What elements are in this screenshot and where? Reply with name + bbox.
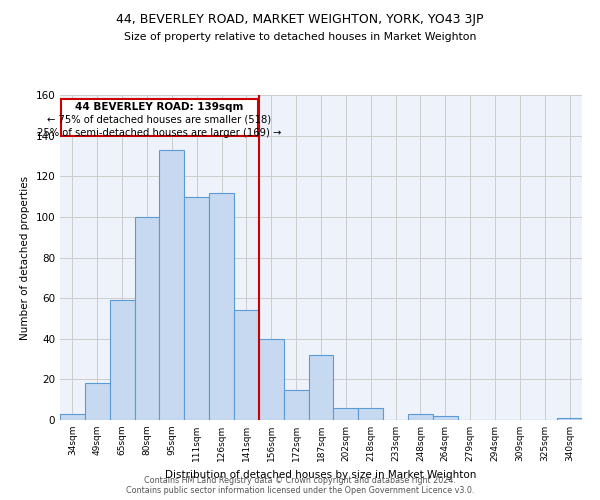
Bar <box>134 217 160 420</box>
Text: Size of property relative to detached houses in Market Weighton: Size of property relative to detached ho… <box>124 32 476 42</box>
Text: 44 BEVERLEY ROAD: 139sqm: 44 BEVERLEY ROAD: 139sqm <box>75 102 244 112</box>
Bar <box>358 408 383 420</box>
X-axis label: Distribution of detached houses by size in Market Weighton: Distribution of detached houses by size … <box>166 470 476 480</box>
Text: 25% of semi-detached houses are larger (169) →: 25% of semi-detached houses are larger (… <box>37 128 281 138</box>
Y-axis label: Number of detached properties: Number of detached properties <box>20 176 30 340</box>
Text: Contains HM Land Registry data © Crown copyright and database right 2024.: Contains HM Land Registry data © Crown c… <box>144 476 456 485</box>
Bar <box>334 408 358 420</box>
Bar <box>259 339 284 420</box>
Bar <box>209 192 234 420</box>
Text: Contains public sector information licensed under the Open Government Licence v3: Contains public sector information licen… <box>126 486 474 495</box>
Bar <box>110 300 134 420</box>
Bar <box>284 390 308 420</box>
Bar <box>60 414 85 420</box>
Bar <box>184 196 209 420</box>
Bar <box>433 416 458 420</box>
Bar <box>234 310 259 420</box>
Bar <box>85 384 110 420</box>
Bar <box>160 150 184 420</box>
Text: ← 75% of detached houses are smaller (518): ← 75% of detached houses are smaller (51… <box>47 114 271 124</box>
Bar <box>408 414 433 420</box>
Bar <box>308 355 334 420</box>
Text: 44, BEVERLEY ROAD, MARKET WEIGHTON, YORK, YO43 3JP: 44, BEVERLEY ROAD, MARKET WEIGHTON, YORK… <box>116 12 484 26</box>
FancyBboxPatch shape <box>61 99 257 136</box>
Bar <box>557 418 582 420</box>
